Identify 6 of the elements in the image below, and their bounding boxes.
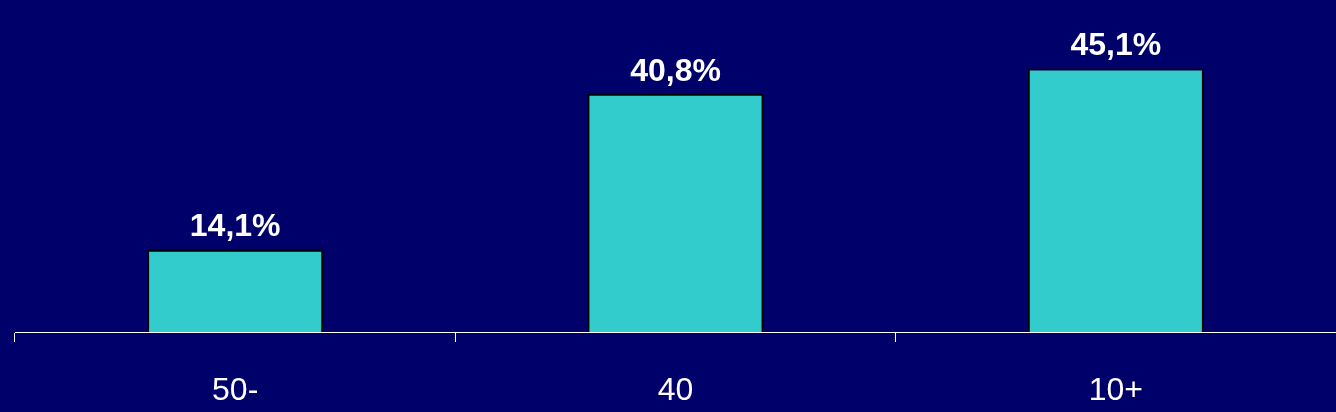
x-tick-label: 10+: [1088, 371, 1143, 408]
data-label: 14,1%: [189, 207, 281, 244]
x-tick-label: 50-: [212, 371, 259, 408]
data-label: 40,8%: [630, 51, 721, 88]
data-label: 45,1%: [1070, 26, 1162, 63]
x-tick-label: 40: [657, 371, 694, 408]
